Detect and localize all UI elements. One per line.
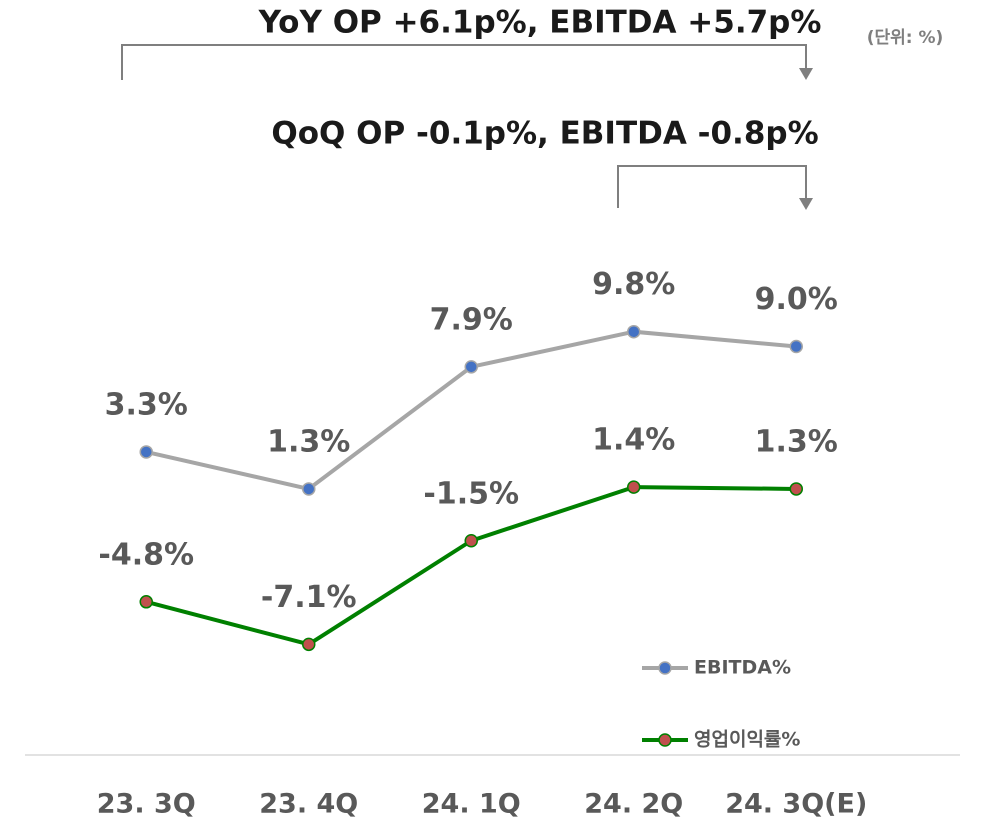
data-label: -4.8% bbox=[98, 537, 194, 572]
data-point bbox=[464, 360, 478, 374]
arrow-head bbox=[799, 68, 813, 80]
series-line bbox=[145, 329, 797, 491]
arrow-head bbox=[799, 198, 813, 210]
data-label: 7.9% bbox=[430, 302, 513, 337]
x-tick-label: 24. 3Q(E) bbox=[725, 789, 867, 820]
x-tick-label: 23. 3Q bbox=[97, 789, 196, 820]
data-point bbox=[302, 637, 316, 652]
data-point bbox=[464, 534, 478, 548]
unit-label: (단위: %) bbox=[867, 28, 944, 48]
data-point bbox=[139, 595, 153, 609]
data-label: 1.4% bbox=[592, 423, 675, 458]
x-tick-label: 24. 1Q bbox=[422, 789, 521, 820]
legend-marker bbox=[658, 733, 672, 747]
data-point bbox=[139, 445, 153, 459]
data-label: 9.8% bbox=[592, 267, 675, 302]
x-tick-label: 23. 4Q bbox=[259, 789, 358, 820]
data-point bbox=[627, 324, 641, 339]
data-label: -1.5% bbox=[423, 476, 519, 511]
annotation: YoY OP +6.1p%, EBITDA +5.7p% bbox=[258, 5, 822, 41]
data-point bbox=[789, 482, 803, 496]
data-point bbox=[302, 482, 316, 496]
bracket bbox=[121, 44, 807, 80]
data-label: 9.0% bbox=[755, 282, 838, 317]
annotation: QoQ OP -0.1p%, EBITDA -0.8p% bbox=[271, 116, 818, 152]
data-label: -7.1% bbox=[261, 580, 357, 615]
data-point bbox=[789, 339, 803, 354]
legend-marker bbox=[658, 661, 672, 675]
data-label: 3.3% bbox=[105, 387, 188, 422]
legend-label: 영업이익률% bbox=[694, 729, 800, 751]
data-label: 1.3% bbox=[267, 424, 350, 459]
data-point bbox=[627, 480, 641, 494]
legend-label: EBITDA% bbox=[694, 657, 791, 679]
x-tick-label: 24. 2Q bbox=[584, 789, 683, 820]
data-label: 1.3% bbox=[755, 424, 838, 459]
bracket bbox=[617, 165, 807, 208]
